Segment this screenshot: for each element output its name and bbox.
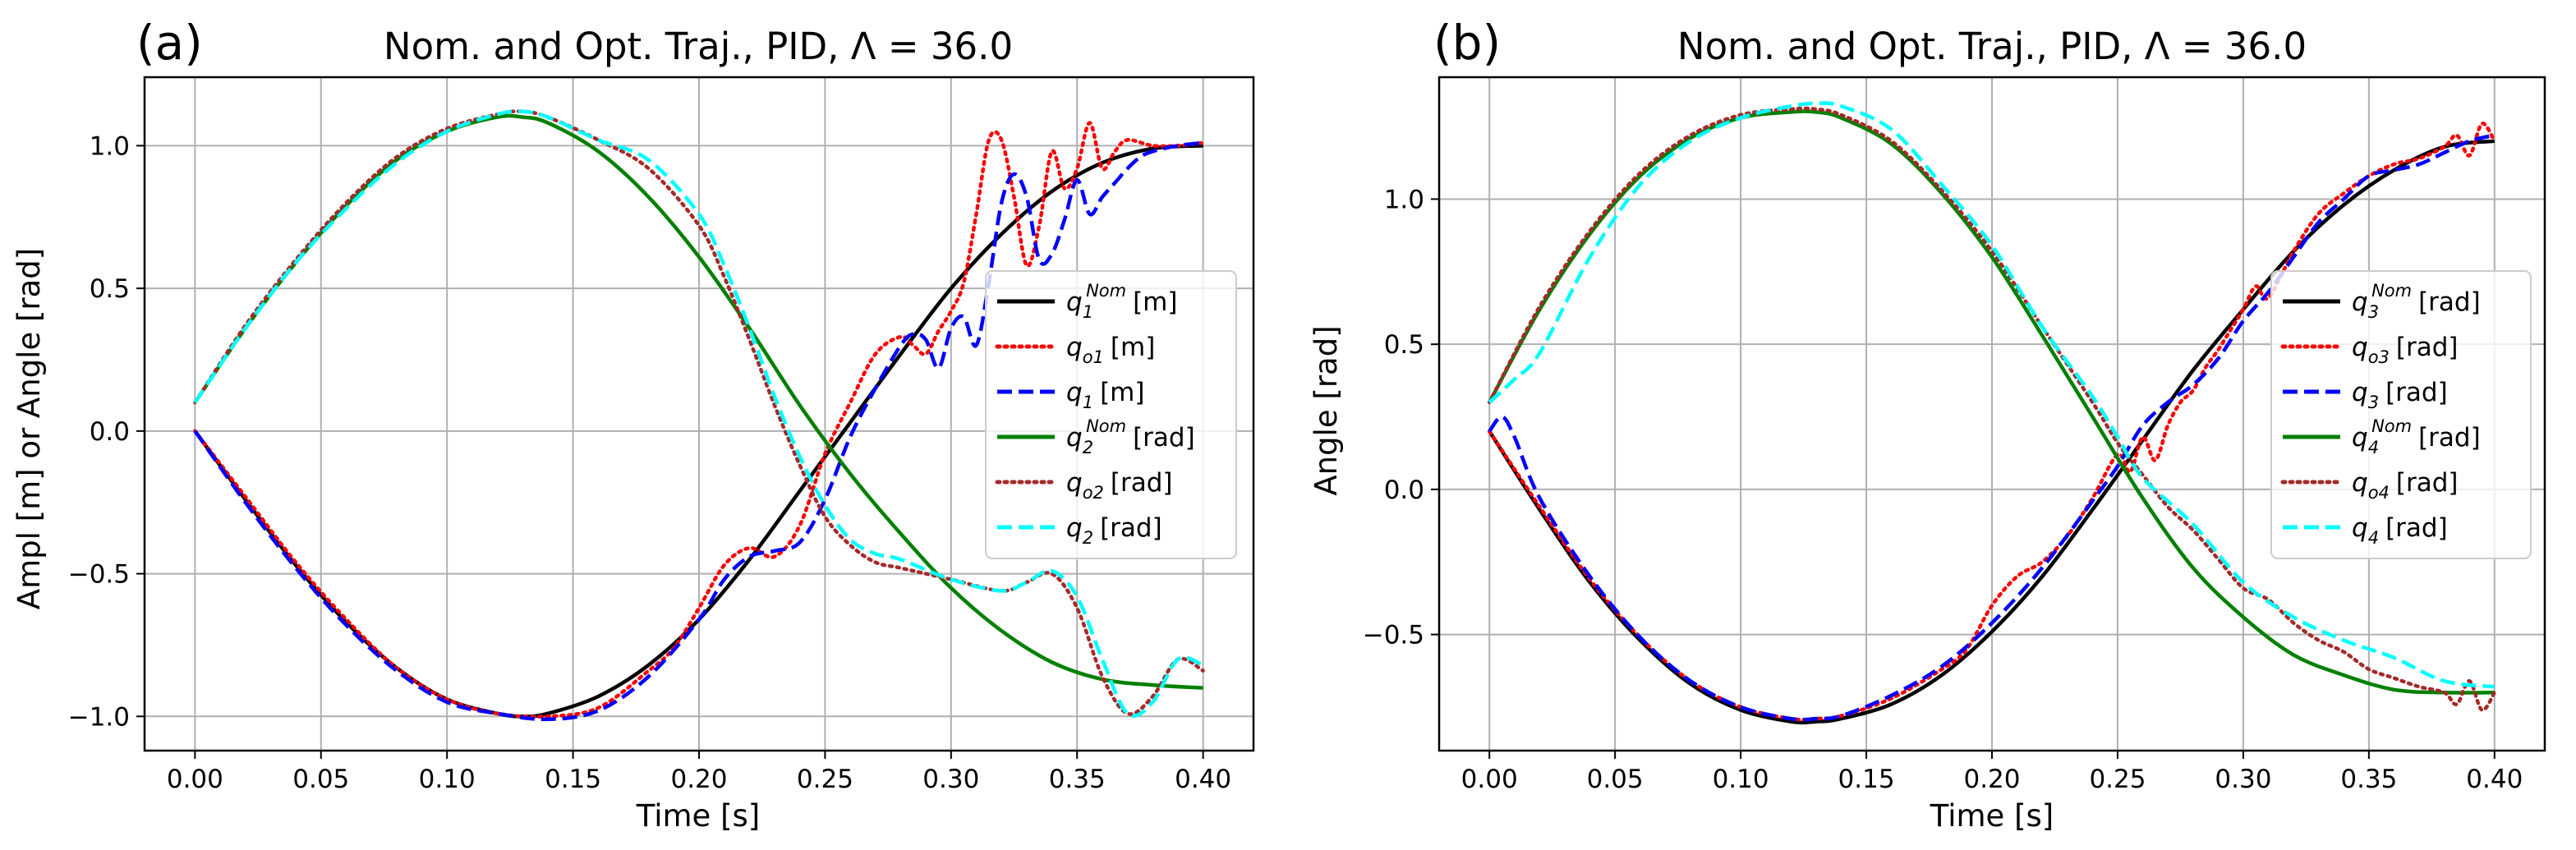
y-tick-label: −1.0 [68,702,130,732]
panel-a-title: Nom. and Opt. Traj., PID, Λ = 36.0 [384,25,1013,68]
x-tick-label: 0.10 [419,765,476,794]
legend-entry: q3 [rad] [2283,378,2448,412]
x-tick-label: 0.15 [545,765,601,794]
legend-entry: qo3 [rad] [2280,333,2459,367]
x-tick-label: 0.30 [922,765,979,794]
series-line-qo1 [193,121,1205,719]
legend-frame [985,270,1237,559]
legend-entry: qo4 [rad] [2280,468,2459,503]
panel-b-ticks: 0.00 0.05 0.10 0.15 0.20 0.25 0.30 0.35 0.40 −0.5… [1363,185,2523,794]
legend-frame [2270,270,2532,559]
y-tick-label: 1.0 [90,131,130,161]
legend-entry: q1 [m] [997,378,1144,412]
panel-a-xlabel: Time [s] [636,798,760,834]
series-line-q2-nom [193,113,1203,690]
x-tick-label: 0.00 [1461,765,1518,794]
y-tick-label: 0.0 [90,417,130,447]
x-tick-label: 0.40 [2466,765,2523,794]
legend-entry: q4 [rad] [2283,513,2448,548]
y-tick-label: −0.5 [68,560,130,590]
panel-b-title: Nom. and Opt. Traj., PID, Λ = 36.0 [1677,25,2307,68]
panel-b-xlabel: Time [s] [1930,798,2054,834]
x-tick-label: 0.25 [2089,765,2146,794]
x-tick-label: 0.20 [1963,765,2020,794]
y-tick-label: 0.5 [1384,330,1424,360]
panel-b-legend: q3Nom [rad] qo3 [rad] q3 [rad] q4Nom [rad] q… [2270,270,2532,559]
series-line-qo2 [193,109,1205,716]
series-line-q2 [193,109,1204,719]
panel-a-legend: q1Nom [m] qo1 [m] q1 [m] q2Nom [rad] qo2 [rad… [985,270,1237,559]
x-tick-label: 0.15 [1838,765,1895,794]
x-tick-label: 0.05 [292,765,349,794]
panel-b-ylabel: Angle [rad] [1309,325,1344,495]
y-tick-label: 0.0 [1384,476,1424,505]
legend-entry: q1Nom [m] [997,281,1177,322]
legend-entry: qo1 [m] [995,333,1155,367]
panel-a-series [193,109,1205,722]
legend-label: q4Nom [rad] [2352,416,2481,457]
x-tick-label: 0.35 [2340,765,2397,794]
panel-a-tag: (a) [136,15,203,71]
panel-b: (b) Nom. and Opt. Traj., PID, Λ = 36.0 T… [1309,15,2546,834]
legend-entry: q2Nom [rad] [997,416,1195,457]
legend-label: q1 [m] [1066,378,1144,412]
legend-label: qo4 [rad] [2352,468,2459,503]
panel-a-ticks: 0.00 0.05 0.10 0.15 0.20 0.25 0.30 0.35 0.40 −1.0… [68,131,1231,794]
legend-label: q3Nom [rad] [2352,281,2481,322]
series-line-q4-nom [1488,109,2495,695]
series-line-q4 [1488,101,2496,689]
legend-label: q3 [rad] [2352,378,2448,412]
legend-entry: q3Nom [rad] [2283,281,2481,322]
x-tick-label: 0.40 [1175,765,1231,794]
y-tick-label: 0.5 [90,274,130,304]
x-tick-label: 0.10 [1713,765,1769,794]
x-tick-label: 0.05 [1587,765,1644,794]
legend-label: q1Nom [m] [1066,281,1177,322]
legend-entry: qo2 [rad] [995,468,1173,503]
series-line-q3 [1488,133,2496,722]
series-line-q1 [193,140,1203,722]
legend-entry: q2 [rad] [997,513,1162,548]
y-tick-label: −0.5 [1363,621,1424,650]
panel-b-series [1487,101,2497,725]
y-tick-label: 1.0 [1384,185,1424,214]
x-tick-label: 0.25 [797,765,853,794]
legend-label: q2Nom [rad] [1066,416,1195,457]
x-tick-label: 0.35 [1049,765,1106,794]
legend-label: qo3 [rad] [2352,333,2459,367]
legend-label: q4 [rad] [2352,513,2448,548]
legend-entry: q4Nom [rad] [2283,416,2481,457]
x-tick-label: 0.00 [167,765,223,794]
legend-label: qo2 [rad] [1066,468,1173,503]
x-tick-label: 0.20 [670,765,727,794]
x-tick-label: 0.30 [2215,765,2271,794]
legend-label: q2 [rad] [1066,513,1162,548]
legend-label: qo1 [m] [1066,333,1155,367]
panel-a: (a) Nom. and Opt. Traj., PID, Λ = 36.0 T… [12,15,1255,834]
panel-b-tag: (b) [1433,15,1501,71]
panel-a-ylabel: Ampl [m] or Angle [rad] [12,248,47,609]
